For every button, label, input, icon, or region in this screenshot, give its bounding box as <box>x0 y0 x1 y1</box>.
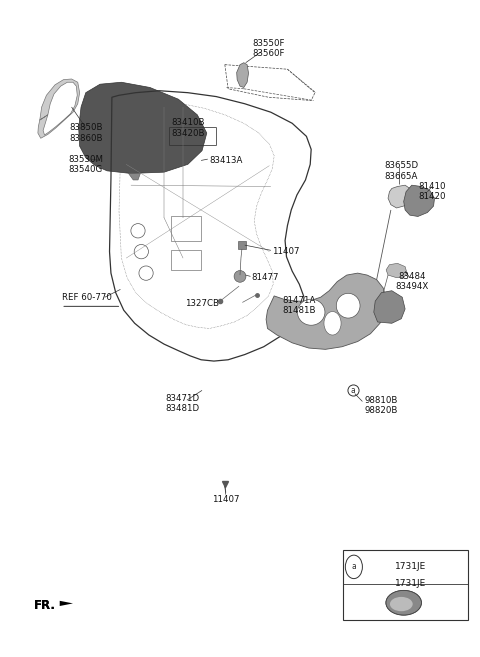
Text: 83410B
83420B: 83410B 83420B <box>171 118 204 137</box>
Text: 83484
83494X: 83484 83494X <box>395 272 428 291</box>
Polygon shape <box>386 263 407 278</box>
Ellipse shape <box>139 266 153 281</box>
Text: 98810B
98820B: 98810B 98820B <box>364 396 397 415</box>
Bar <box>343 550 468 620</box>
Text: 83530M
83540G: 83530M 83540G <box>68 154 103 174</box>
Text: 1327CB: 1327CB <box>185 299 219 308</box>
Polygon shape <box>388 185 412 208</box>
Polygon shape <box>237 62 249 87</box>
Text: a: a <box>351 562 356 572</box>
Text: 81471A
81481B: 81471A 81481B <box>283 296 316 315</box>
Circle shape <box>324 311 341 335</box>
Bar <box>238 241 246 249</box>
Polygon shape <box>79 82 207 173</box>
Text: 81477: 81477 <box>252 273 279 283</box>
Text: FR.: FR. <box>34 599 56 612</box>
Text: 1731JE: 1731JE <box>395 579 426 589</box>
Polygon shape <box>374 290 405 323</box>
Ellipse shape <box>386 591 421 615</box>
Text: 83550F
83560F: 83550F 83560F <box>252 39 285 58</box>
Text: a: a <box>350 386 355 395</box>
Ellipse shape <box>234 271 246 283</box>
Text: 83413A: 83413A <box>209 156 242 165</box>
Polygon shape <box>38 79 80 138</box>
Text: 11407: 11407 <box>272 247 300 256</box>
Text: 1731JE: 1731JE <box>395 562 426 572</box>
Polygon shape <box>129 173 140 180</box>
Text: 83655D
83665A: 83655D 83665A <box>384 161 419 181</box>
Ellipse shape <box>298 299 325 325</box>
Text: REF 60-770: REF 60-770 <box>62 293 112 302</box>
Text: 83471D
83481D: 83471D 83481D <box>165 394 199 413</box>
Text: 83850B
83860B: 83850B 83860B <box>69 124 103 143</box>
Polygon shape <box>266 273 386 350</box>
Text: FR.: FR. <box>34 599 56 612</box>
Bar <box>171 215 201 240</box>
Ellipse shape <box>134 244 148 259</box>
Ellipse shape <box>390 597 413 611</box>
Text: 81410
81420: 81410 81420 <box>419 182 446 202</box>
Bar <box>171 250 201 270</box>
Text: 11407: 11407 <box>212 495 240 504</box>
Ellipse shape <box>336 293 360 318</box>
Polygon shape <box>404 185 434 216</box>
Polygon shape <box>60 600 73 606</box>
Ellipse shape <box>131 223 145 238</box>
